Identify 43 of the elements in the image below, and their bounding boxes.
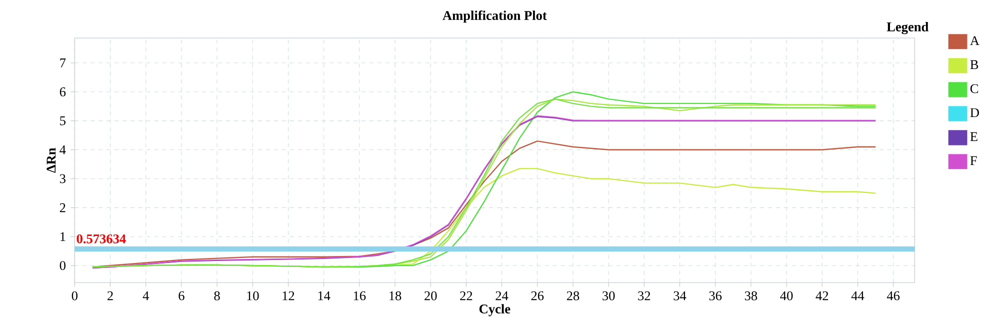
y-tick-label: 5 (60, 116, 66, 126)
x-tick-label: 36 (709, 291, 722, 300)
x-tick-label: 22 (460, 291, 472, 300)
y-tick-label: 3 (60, 174, 66, 184)
legend-label: B (970, 60, 978, 70)
x-tick-label: 16 (354, 291, 366, 300)
legend-title: Legend (886, 22, 929, 34)
x-tick-label: 10 (247, 291, 259, 300)
legend-label: F (970, 156, 977, 165)
x-tick-label: 2 (108, 291, 113, 300)
x-tick-label: 24 (496, 291, 508, 300)
x-tick-label: 20 (424, 291, 437, 300)
y-axis-title: ΔRn (46, 148, 56, 173)
x-tick-label: 30 (602, 291, 615, 300)
x-tick-label: 46 (886, 291, 900, 300)
legend-label: D (970, 108, 979, 118)
ref-line-label: 0.573634 (76, 234, 126, 244)
x-tick-label: 44 (851, 291, 864, 300)
y-tick-label: 4 (60, 145, 66, 154)
y-tick-label: 1 (60, 232, 66, 242)
x-tick-label: 28 (566, 291, 580, 300)
x-tick-label: 40 (780, 291, 793, 300)
chart-title: Amplification Plot (442, 10, 547, 23)
x-tick-label: 38 (744, 291, 758, 300)
x-tick-label: 8 (214, 291, 220, 300)
x-tick-label: 0 (72, 291, 78, 300)
legend-label: E (970, 132, 978, 142)
x-tick-label: 34 (674, 291, 686, 300)
x-axis-title: Cycle (479, 304, 510, 316)
x-tick-label: 32 (638, 291, 650, 300)
x-tick-label: 42 (816, 291, 828, 300)
x-tick-label: 6 (178, 291, 184, 300)
x-tick-label: 4 (142, 291, 149, 300)
y-tick-label: 6 (60, 87, 66, 96)
legend-label: A (970, 36, 980, 46)
y-tick-label: 2 (60, 203, 66, 212)
x-tick-label: 14 (318, 291, 330, 300)
y-tick-label: 7 (60, 58, 66, 68)
x-tick-label: 26 (531, 291, 544, 300)
x-tick-label: 12 (282, 291, 294, 300)
x-tick-label: 18 (390, 291, 402, 300)
legend-label: C (970, 84, 978, 94)
y-tick-label: 0 (60, 261, 66, 270)
